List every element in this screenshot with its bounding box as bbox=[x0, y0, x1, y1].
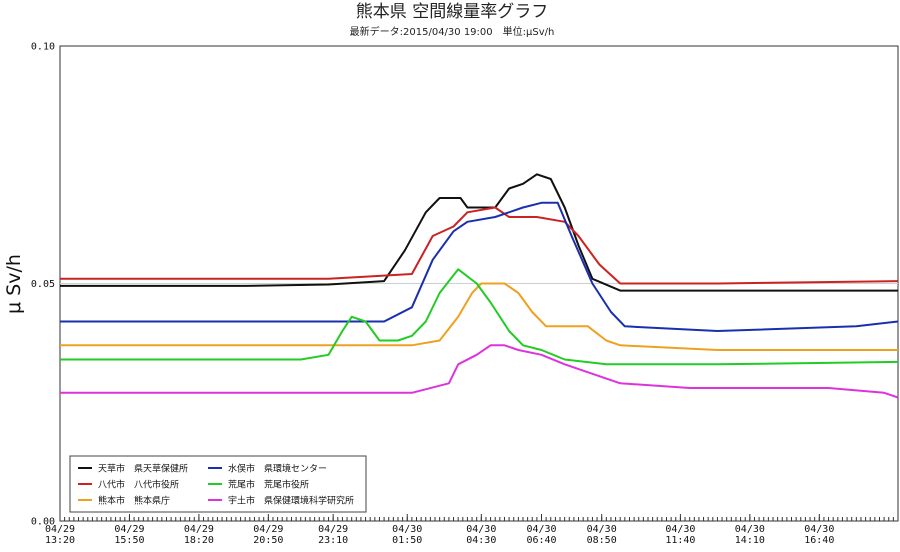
y-tick-label: 0.00 bbox=[31, 517, 55, 528]
series-line-2 bbox=[60, 206, 899, 285]
x-tick-date: 04/30 bbox=[466, 524, 496, 535]
x-tick-time: 06:40 bbox=[526, 535, 556, 546]
x-tick-time: 04:30 bbox=[466, 535, 496, 546]
chart-title: 熊本県 空間線量率グラフ bbox=[356, 2, 548, 22]
legend-label: 荒尾市 荒尾市役所 bbox=[228, 479, 309, 491]
legend-label: 八代市 八代市役所 bbox=[98, 479, 179, 491]
y-tick-label: 0.10 bbox=[31, 42, 55, 53]
x-tick-date: 04/30 bbox=[735, 524, 765, 535]
x-tick-date: 04/30 bbox=[392, 524, 422, 535]
x-tick-date: 04/29 bbox=[318, 524, 348, 535]
legend-label: 宇土市 県保健環境科学研究所 bbox=[228, 495, 354, 507]
series-line-1 bbox=[60, 173, 898, 292]
x-tick-date: 04/30 bbox=[804, 524, 834, 535]
series-line-6 bbox=[60, 344, 899, 399]
x-tick-date: 04/29 bbox=[184, 524, 214, 535]
x-tick-time: 01:50 bbox=[392, 535, 422, 546]
series-line-5 bbox=[60, 268, 899, 366]
series-lines bbox=[60, 173, 899, 399]
y-axis-label: μ Sv/h bbox=[3, 254, 25, 314]
x-axis: 04/2913:2004/2915:5004/2918:2004/2920:50… bbox=[45, 514, 899, 546]
x-tick-date: 04/29 bbox=[114, 524, 144, 535]
x-tick-date: 04/29 bbox=[253, 524, 283, 535]
x-tick-time: 13:20 bbox=[45, 535, 75, 546]
x-tick-time: 20:50 bbox=[253, 535, 283, 546]
x-tick-date: 04/30 bbox=[587, 524, 617, 535]
x-tick-time: 14:10 bbox=[735, 535, 765, 546]
x-tick-date: 04/30 bbox=[665, 524, 695, 535]
x-tick-time: 23:10 bbox=[318, 535, 348, 546]
x-tick-time: 15:50 bbox=[114, 535, 144, 546]
y-tick-label: 0.05 bbox=[31, 279, 55, 290]
series-line-3 bbox=[60, 282, 898, 351]
x-tick-time: 18:20 bbox=[184, 535, 214, 546]
x-tick-time: 11:40 bbox=[665, 535, 695, 546]
chart-subtitle: 最新データ:2015/04/30 19:00 単位:μSv/h bbox=[350, 25, 555, 38]
x-tick-date: 04/30 bbox=[526, 524, 556, 535]
x-tick-time: 16:40 bbox=[804, 535, 834, 546]
series-line-4 bbox=[60, 201, 899, 332]
y-axis: 0.00 0.05 0.10 bbox=[31, 42, 55, 528]
x-tick-date: 04/29 bbox=[45, 524, 75, 535]
legend-label: 熊本市 熊本県庁 bbox=[98, 495, 170, 507]
x-tick-time: 08:50 bbox=[587, 535, 617, 546]
legend-label: 天草市 県天草保健所 bbox=[98, 463, 188, 475]
legend-label: 水俣市 県環境センター bbox=[228, 463, 327, 475]
